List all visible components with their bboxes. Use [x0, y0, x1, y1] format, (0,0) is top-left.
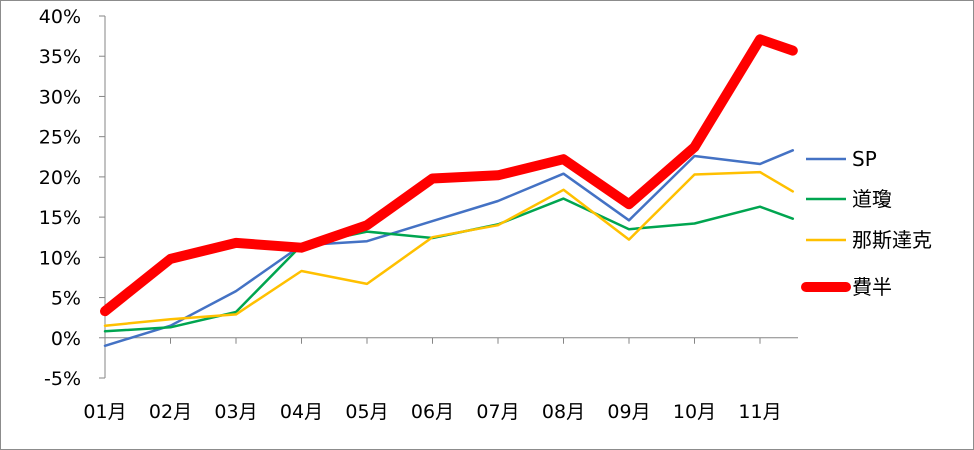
legend-label: 那斯達克: [852, 228, 932, 252]
y-tick-label: 20%: [39, 167, 81, 189]
y-tick-label: 15%: [39, 207, 81, 229]
x-tick-label: 11月: [738, 401, 781, 423]
x-tick-label: 02月: [149, 401, 192, 423]
y-axis: 40% 35% 30% 25% 20% 15% 10% 5% 0% -5%: [39, 6, 106, 390]
legend-label: 道瓊: [852, 187, 892, 211]
legend-label: SP: [852, 147, 877, 171]
x-tick-label: 01月: [83, 401, 126, 423]
x-tick-label: 06月: [411, 401, 454, 423]
y-tick-label: 30%: [39, 86, 81, 108]
x-tick-label: 03月: [214, 401, 257, 423]
x-tick-label: 04月: [280, 401, 323, 423]
x-tick-label: 08月: [542, 401, 585, 423]
y-tick-label: 40%: [39, 6, 81, 28]
y-tick-label: 25%: [39, 127, 81, 149]
x-tick-label: 10月: [673, 401, 716, 423]
y-tick-label: 10%: [39, 247, 81, 269]
y-tick-label: 0%: [51, 328, 81, 350]
x-tick-label: 07月: [476, 401, 519, 423]
x-tick-label: 09月: [607, 401, 650, 423]
y-tick-label: 35%: [39, 46, 81, 68]
legend-label: 費半: [852, 275, 892, 299]
series-line-2: [103, 197, 795, 333]
x-tick-label: 05月: [345, 401, 388, 423]
y-tick-label: 5%: [51, 288, 81, 310]
series-line-4: [100, 34, 798, 317]
y-tick-label: -5%: [44, 368, 81, 390]
series-line-3: [103, 170, 795, 327]
series-line-1: [103, 149, 795, 348]
plot-area: [100, 34, 798, 348]
x-axis: 01月 02月 03月 04月 05月 06月 07月 08月 09月 10月 11月: [83, 337, 798, 423]
